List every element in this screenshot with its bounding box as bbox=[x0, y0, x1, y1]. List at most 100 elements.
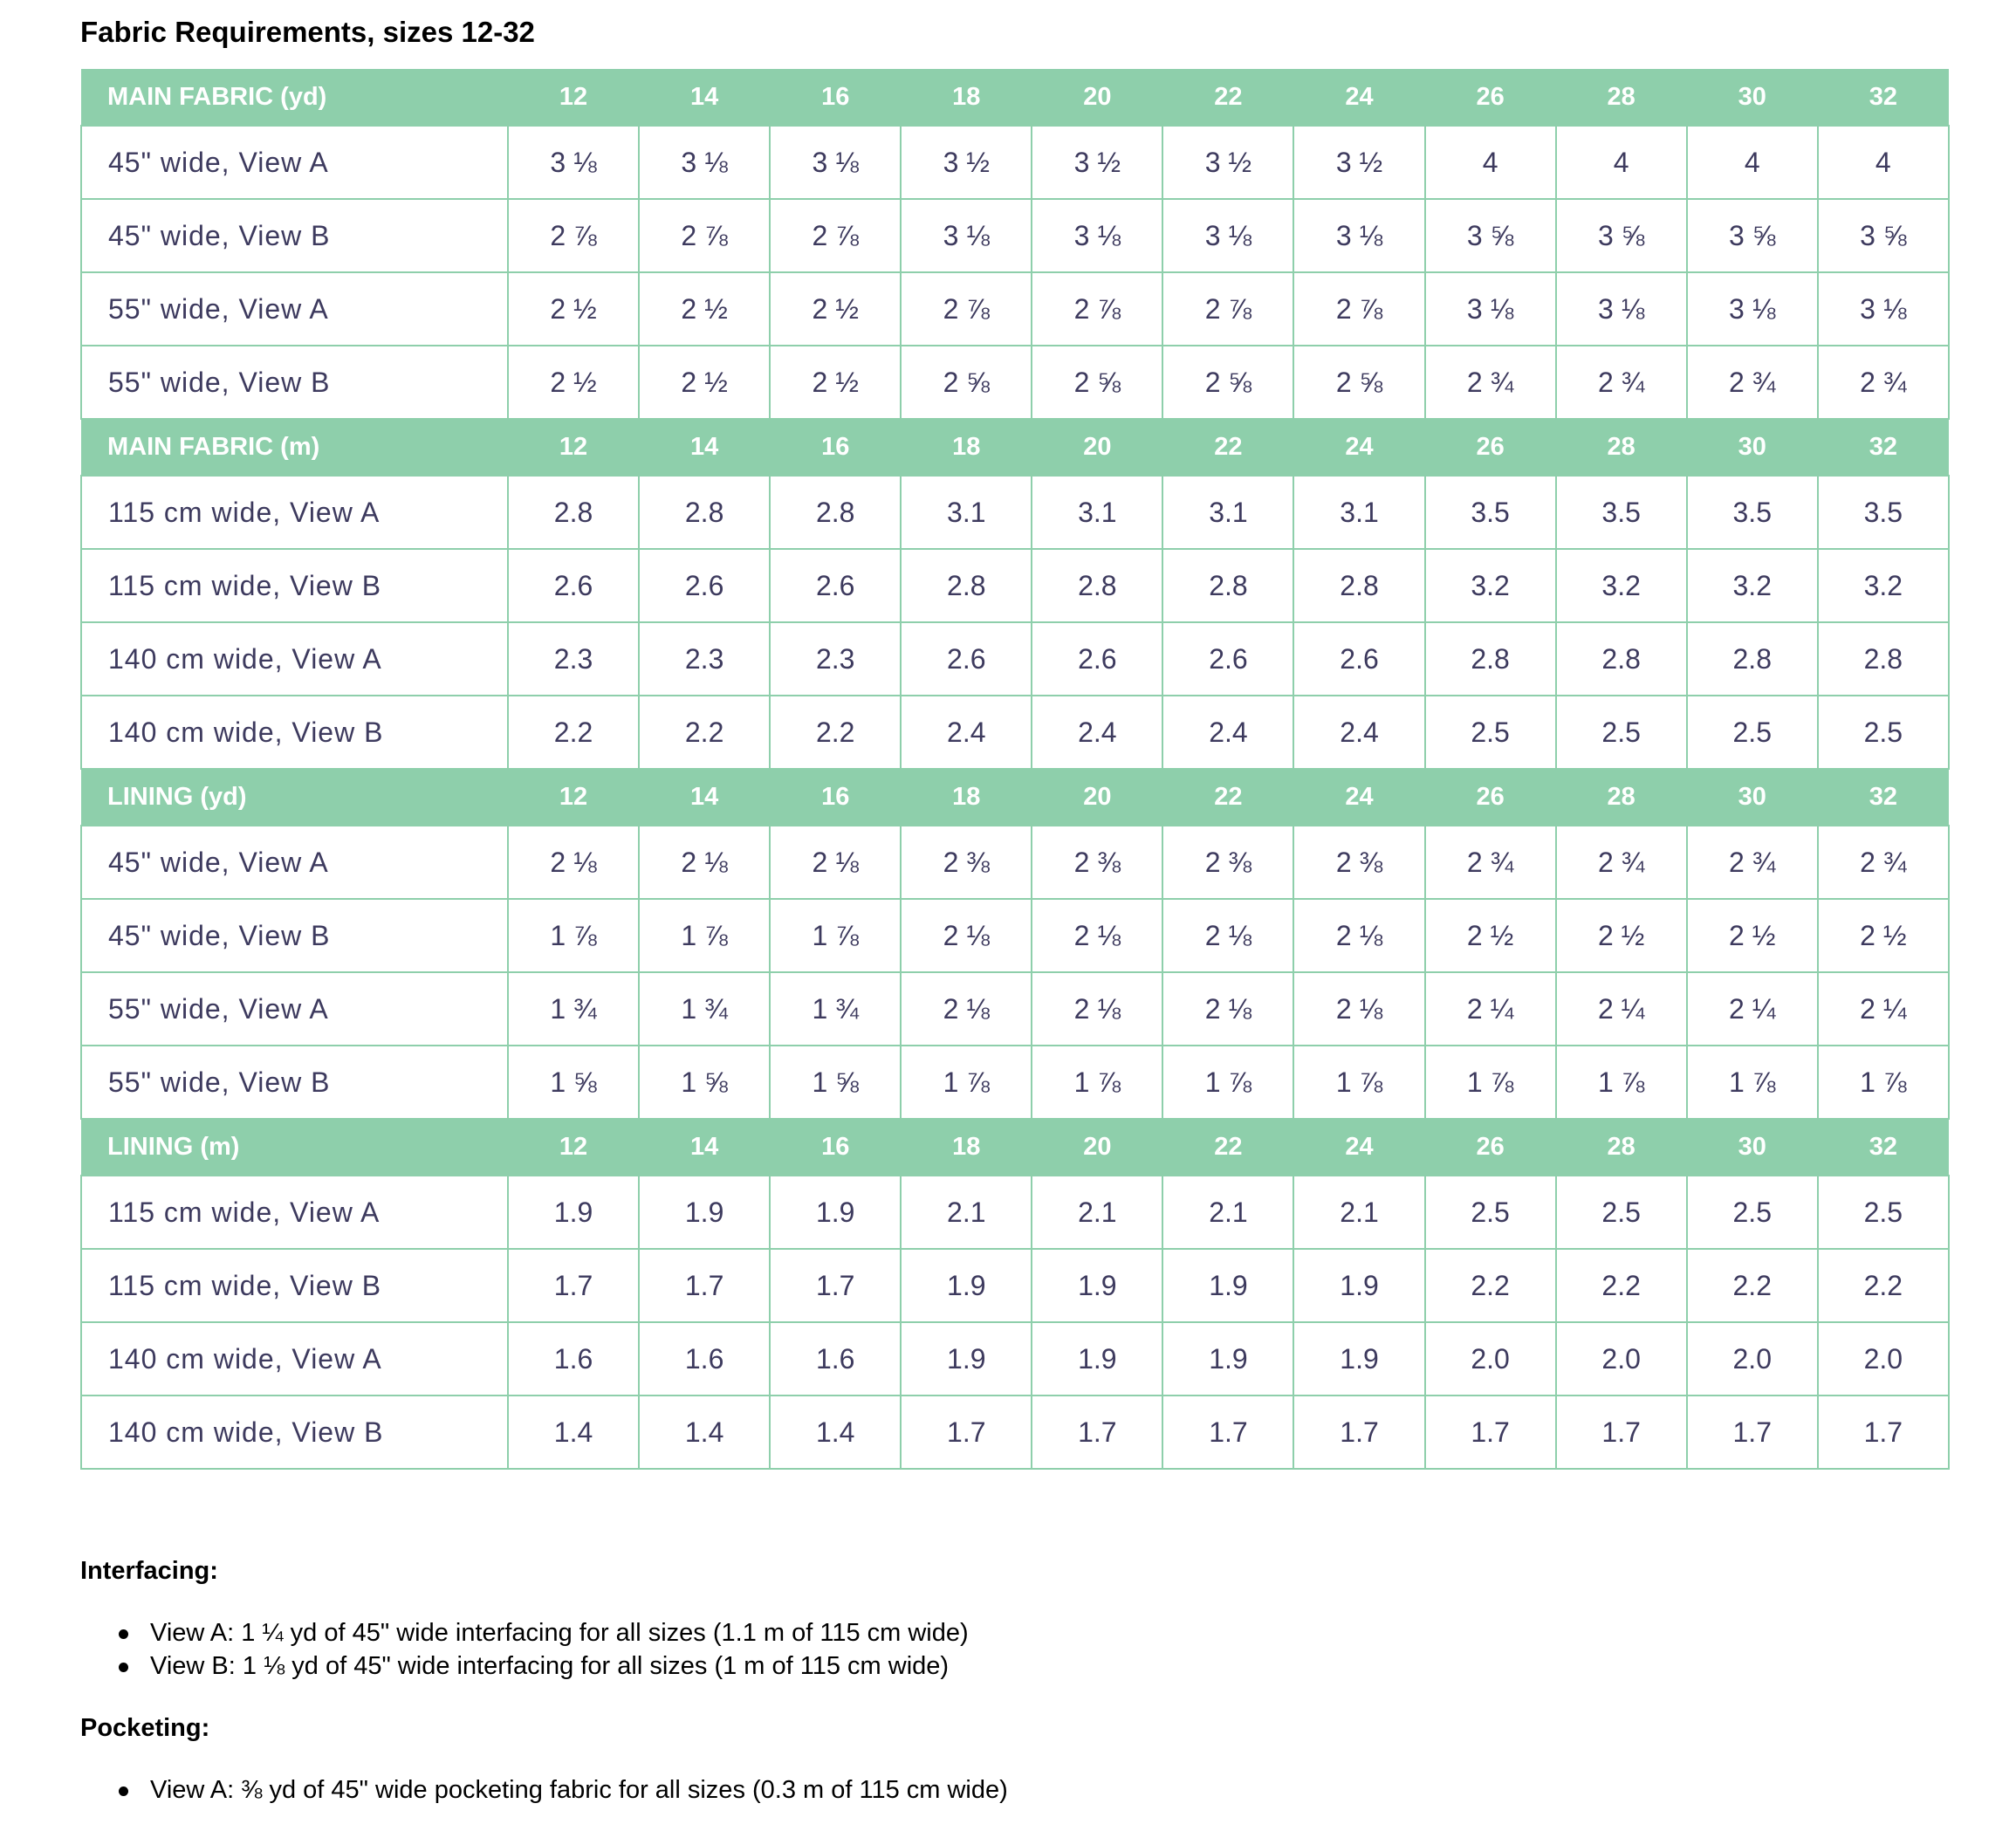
table-cell: 2.8 bbox=[1162, 548, 1295, 623]
table-cell: 1.7 bbox=[1685, 1395, 1819, 1470]
size-header: 24 bbox=[1345, 783, 1374, 811]
size-header: 20 bbox=[1083, 433, 1112, 461]
table-cell: 2.2 bbox=[1423, 1248, 1557, 1323]
table-cell: 3 ⅛ bbox=[1031, 198, 1164, 273]
table-cell: 2.8 bbox=[638, 475, 771, 550]
size-header: 28 bbox=[1607, 82, 1635, 111]
table-row: 140 cm wide, View B 1.4 1.4 1.4 1.7 1.7 1.7 1.7… bbox=[80, 1395, 1950, 1470]
size-header: 16 bbox=[821, 783, 850, 811]
size-header: 12 bbox=[559, 82, 588, 111]
table-cell: 2.8 bbox=[1554, 621, 1688, 696]
size-header: 18 bbox=[952, 1133, 981, 1161]
interfacing-list: View A: 1 ¼ yd of 45" wide interfacing f… bbox=[80, 1616, 1948, 1683]
table-cell: 2.4 bbox=[1293, 695, 1426, 770]
table-cell: 2 ¾ bbox=[1423, 825, 1557, 900]
table-cell: 2 ⅜ bbox=[900, 825, 1033, 900]
size-header: 30 bbox=[1738, 433, 1766, 461]
list-item: View B: 1 ⅛ yd of 45" wide interfacing f… bbox=[119, 1649, 1948, 1683]
table-cell: 1.9 bbox=[1293, 1321, 1426, 1396]
section-label: MAIN FABRIC (m) bbox=[107, 433, 320, 461]
bullet-icon bbox=[119, 1663, 128, 1672]
table-cell: 3.1 bbox=[1162, 475, 1295, 550]
table-cell: 2.0 bbox=[1423, 1321, 1557, 1396]
table-cell: 2 ½ bbox=[638, 271, 771, 346]
list-item: View A: 1 ¼ yd of 45" wide interfacing f… bbox=[119, 1616, 1948, 1649]
table-cell: 3 ½ bbox=[1031, 125, 1164, 200]
table-cell: 2 ¾ bbox=[1685, 345, 1819, 420]
table-cell: 2 ⅞ bbox=[900, 271, 1033, 346]
table-cell: 3.2 bbox=[1685, 548, 1819, 623]
table-cell: 3 ⅝ bbox=[1816, 198, 1950, 273]
table-cell: 2 ⅞ bbox=[769, 198, 902, 273]
size-header: 18 bbox=[952, 783, 981, 811]
table-cell: 2.6 bbox=[506, 548, 641, 623]
table-cell: 2.2 bbox=[638, 695, 771, 770]
table-cell: 2 ⅞ bbox=[1162, 271, 1295, 346]
row-label: 55" wide, View A bbox=[80, 971, 509, 1046]
table-cell: 2 ⅝ bbox=[1293, 345, 1426, 420]
table-cell: 1 ⅞ bbox=[1293, 1045, 1426, 1120]
row-label: 45" wide, View A bbox=[80, 125, 509, 200]
interfacing-item-text: View A: 1 ¼ yd of 45" wide interfacing f… bbox=[150, 1619, 969, 1647]
size-header: 14 bbox=[689, 82, 719, 111]
size-header: 28 bbox=[1607, 783, 1635, 811]
table-cell: 3.2 bbox=[1554, 548, 1688, 623]
table-cell: 2 ⅛ bbox=[1293, 971, 1426, 1046]
section-header-row: MAIN FABRIC (m) 12 14 16 18 20 22 24 26 28 30 32 bbox=[81, 419, 1949, 476]
table-cell: 1.4 bbox=[506, 1395, 641, 1470]
table-cell: 3.5 bbox=[1423, 475, 1557, 550]
table-cell: 4 bbox=[1554, 125, 1688, 200]
table-cell: 2 ⅛ bbox=[1162, 971, 1295, 1046]
table-cell: 2.0 bbox=[1685, 1321, 1819, 1396]
table-cell: 2.5 bbox=[1423, 695, 1557, 770]
size-header: 26 bbox=[1476, 433, 1505, 461]
row-label: 115 cm wide, View B bbox=[80, 1248, 509, 1323]
table-cell: 1.4 bbox=[769, 1395, 902, 1470]
size-header: 20 bbox=[1083, 783, 1112, 811]
table-cell: 2.5 bbox=[1554, 695, 1688, 770]
table-cell: 2 ¼ bbox=[1423, 971, 1557, 1046]
table-cell: 2 ¾ bbox=[1816, 825, 1950, 900]
table-cell: 2 ⅛ bbox=[1031, 898, 1164, 973]
size-header: 16 bbox=[821, 433, 850, 461]
row-label: 140 cm wide, View A bbox=[80, 621, 509, 696]
table-cell: 2.0 bbox=[1816, 1321, 1950, 1396]
table-cell: 2.6 bbox=[1293, 621, 1426, 696]
table-cell: 2 ½ bbox=[769, 345, 902, 420]
table-cell: 1 ⅝ bbox=[638, 1045, 771, 1120]
row-label: 45" wide, View B bbox=[80, 198, 509, 273]
table-cell: 2 ½ bbox=[769, 271, 902, 346]
table-cell: 2 ½ bbox=[1554, 898, 1688, 973]
bullet-icon bbox=[119, 1786, 128, 1796]
table-cell: 2 ⅝ bbox=[1162, 345, 1295, 420]
row-label: 45" wide, View B bbox=[80, 898, 509, 973]
table-cell: 1 ⅞ bbox=[900, 1045, 1033, 1120]
table-cell: 1.7 bbox=[1031, 1395, 1164, 1470]
table-cell: 2.4 bbox=[1162, 695, 1295, 770]
table-cell: 3 ½ bbox=[1162, 125, 1295, 200]
size-header: 32 bbox=[1869, 1133, 1897, 1161]
table-cell: 4 bbox=[1685, 125, 1819, 200]
table-cell: 3 ⅛ bbox=[1685, 271, 1819, 346]
table-cell: 4 bbox=[1423, 125, 1557, 200]
table-cell: 2.2 bbox=[1554, 1248, 1688, 1323]
table-cell: 2 ⅝ bbox=[900, 345, 1033, 420]
size-header: 26 bbox=[1476, 82, 1505, 111]
table-cell: 1.9 bbox=[638, 1175, 771, 1250]
table-cell: 1.9 bbox=[506, 1175, 641, 1250]
table-cell: 2 ½ bbox=[1816, 898, 1950, 973]
table-row: 115 cm wide, View A 1.9 1.9 1.9 2.1 2.1 2.1 2.1… bbox=[80, 1175, 1950, 1250]
table-cell: 1.9 bbox=[1162, 1248, 1295, 1323]
table-cell: 1.6 bbox=[638, 1321, 771, 1396]
section-header-row: LINING (yd) 12 14 16 18 20 22 24 26 28 30 32 bbox=[81, 769, 1949, 826]
table-cell: 2.3 bbox=[506, 621, 641, 696]
table-cell: 2.1 bbox=[1293, 1175, 1426, 1250]
size-header: 32 bbox=[1869, 82, 1897, 111]
table-cell: 2 ½ bbox=[638, 345, 771, 420]
table-cell: 2.5 bbox=[1554, 1175, 1688, 1250]
table-cell: 2 ⅛ bbox=[900, 898, 1033, 973]
table-cell: 1 ⅞ bbox=[1423, 1045, 1557, 1120]
